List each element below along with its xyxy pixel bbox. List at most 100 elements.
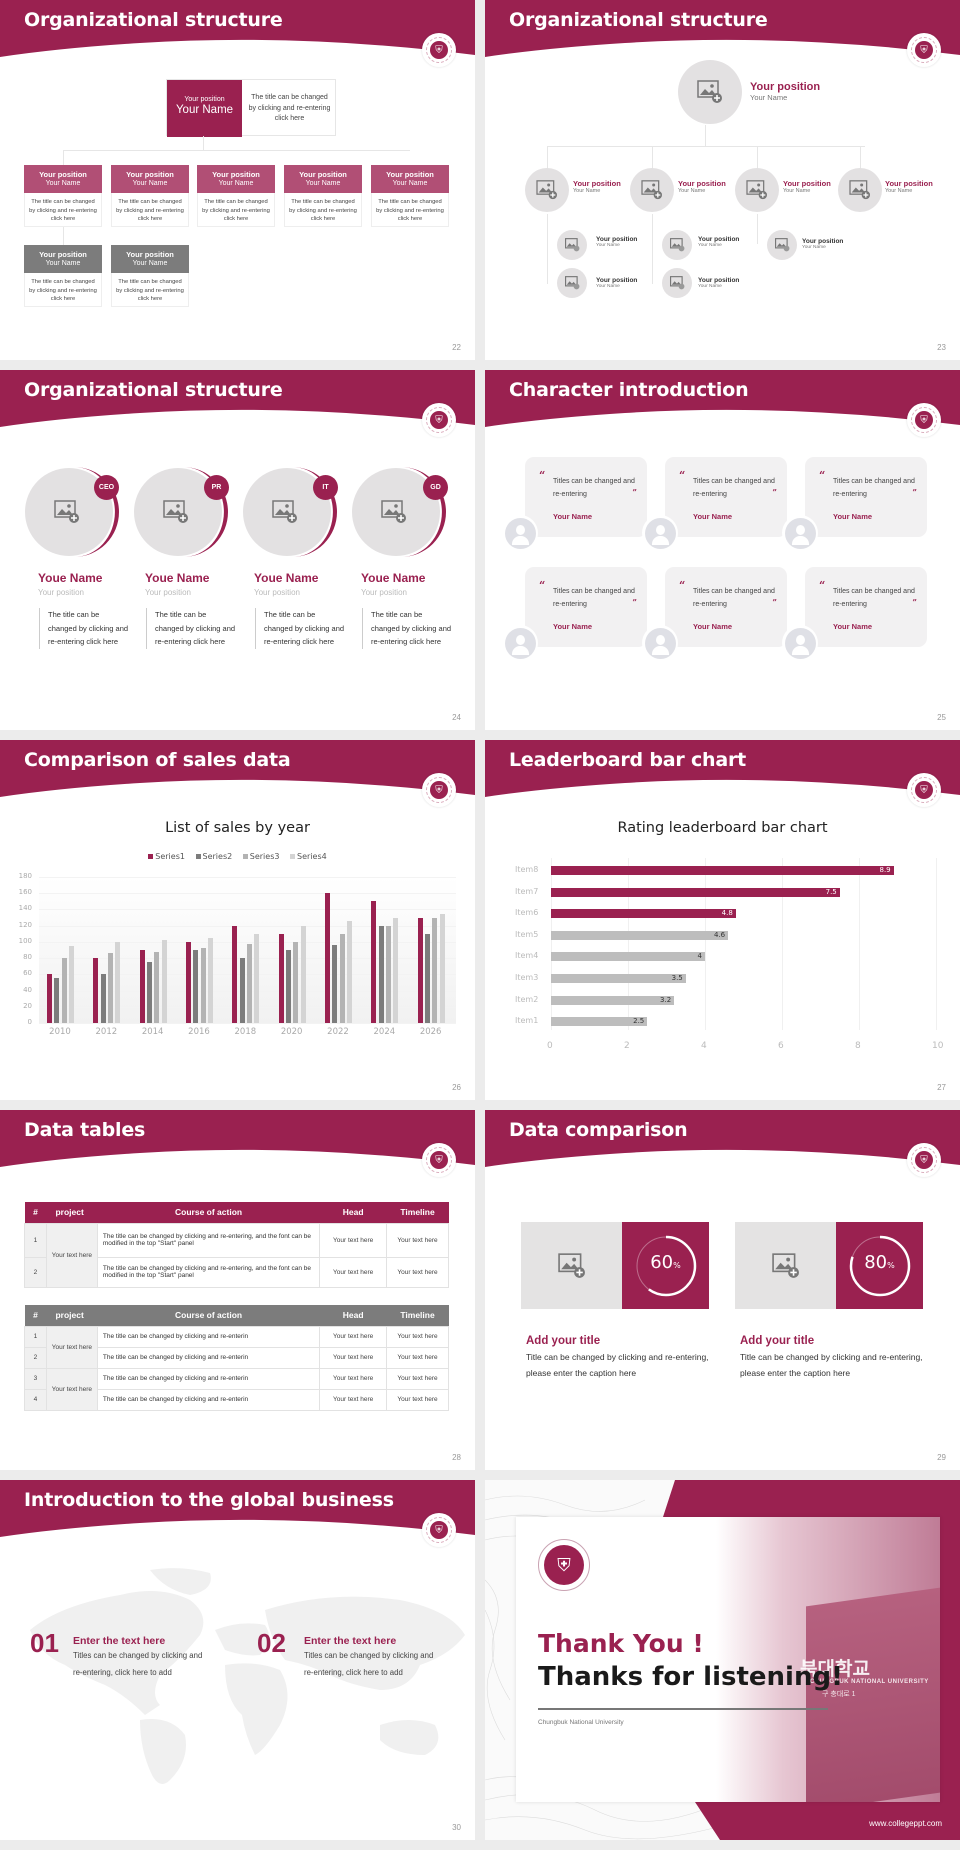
quote-card[interactable]: “ Titles can be changed and re-entering … xyxy=(665,567,787,647)
slide-header: Comparison of sales data xyxy=(0,740,475,798)
table-row[interactable]: 3 Your text here The title can be change… xyxy=(24,1367,449,1411)
table-row[interactable]: 1 Your text here The title can be change… xyxy=(24,1222,449,1288)
slide-22-org-chart-boxes[interactable]: Organizational structure ⛨ Your position… xyxy=(0,0,475,360)
page-number: 25 xyxy=(937,713,946,722)
photo-placeholder-icon[interactable] xyxy=(662,268,692,298)
photo-placeholder-icon[interactable] xyxy=(767,230,797,260)
thank-you-heading: Thank You ! xyxy=(538,1629,704,1658)
slide-28-data-tables[interactable]: Data tables ⛨ # project Course of action… xyxy=(0,1110,475,1470)
chart-bar xyxy=(278,933,284,1023)
chart-bar xyxy=(254,933,260,1023)
role-badge: CEO xyxy=(94,475,119,500)
org-card[interactable]: Your position Your Name The title can be … xyxy=(197,165,275,227)
photo-placeholder-icon[interactable] xyxy=(525,168,569,212)
x-tick-label: 2016 xyxy=(188,1027,210,1037)
top-position: Your position xyxy=(184,96,225,103)
y-tick-label: 40 xyxy=(23,985,32,994)
close-quote-icon: ” xyxy=(632,487,637,497)
profile-photo-placeholder[interactable] xyxy=(351,466,447,558)
open-quote-icon: “ xyxy=(679,469,686,482)
org-card[interactable]: Your position Your Name The title can be … xyxy=(24,165,102,227)
thanks-for-listening-heading: Thanks for listening! xyxy=(538,1662,843,1692)
chart-title: Rating leaderboard bar chart xyxy=(617,820,828,836)
slide-27-leaderboard-chart[interactable]: Leaderboard bar chart ⛨ Rating leaderboa… xyxy=(485,740,960,1100)
open-quote-icon: “ xyxy=(819,469,826,482)
slide-25-character-introduction[interactable]: Character introduction ⛨ “ Titles can be… xyxy=(485,370,960,730)
y-tick-label: 140 xyxy=(18,904,32,913)
data-table-2[interactable]: # project Course of action Head Timeline… xyxy=(24,1305,449,1411)
table-row[interactable]: 2 The title can be changed by clicking a… xyxy=(24,1256,449,1288)
x-tick-label: 10 xyxy=(932,1041,944,1051)
photo-placeholder-icon[interactable] xyxy=(630,168,674,212)
divider xyxy=(538,1708,828,1710)
quote-card[interactable]: “ Titles can be changed and re-entering … xyxy=(805,567,927,647)
slide-title: Organizational structure xyxy=(24,9,283,31)
photo-placeholder-icon[interactable] xyxy=(557,230,587,260)
top-label: Your position Your Name xyxy=(750,81,821,102)
org-card[interactable]: Your position Your Name The title can be … xyxy=(284,165,362,227)
slide-23-org-chart-circles[interactable]: Organizational structure ⛨ Your position… xyxy=(485,0,960,360)
slide-26-sales-comparison[interactable]: Comparison of sales data ⛨ List of sales… xyxy=(0,740,475,1100)
photo-placeholder-icon[interactable] xyxy=(557,268,587,298)
y-category-label: Item6 xyxy=(515,908,539,918)
profile-photo-placeholder[interactable] xyxy=(242,466,338,558)
chart-bar xyxy=(207,937,213,1023)
item-number: 01 xyxy=(30,1628,59,1658)
slide-30-global-business[interactable]: Introduction to the global business ⛨ 01… xyxy=(0,1480,475,1840)
y-category-label: Item8 xyxy=(515,865,539,874)
quote-card[interactable]: “ Titles can be changed and re-entering … xyxy=(805,457,927,537)
org-card[interactable]: Your position Your Name The title can be … xyxy=(111,165,189,227)
close-quote-icon: ” xyxy=(772,487,777,497)
chart-plot-area xyxy=(39,877,456,1024)
chart-bar xyxy=(285,950,291,1023)
photo-placeholder-icon[interactable] xyxy=(735,1222,836,1309)
slide-title: Introduction to the global business xyxy=(24,1489,394,1511)
org-card-sub[interactable]: Your position Your Name The title can be … xyxy=(24,245,102,307)
chart-bar xyxy=(232,925,238,1023)
leaderboard-bar: 4.8 xyxy=(551,909,736,919)
leaderboard-bar: 4.6 xyxy=(551,930,729,940)
leaderboard-bar: 7.5 xyxy=(551,887,840,897)
org-card-sub[interactable]: Your position Your Name The title can be … xyxy=(111,245,189,307)
photo-placeholder-icon[interactable] xyxy=(662,230,692,260)
x-tick-label: 2026 xyxy=(419,1027,442,1037)
page-number: 27 xyxy=(937,1083,946,1092)
photo-placeholder-icon[interactable] xyxy=(735,168,779,212)
photo-placeholder-icon[interactable] xyxy=(521,1222,622,1309)
org-top-box[interactable]: Your position Your Name The title can be… xyxy=(166,79,336,137)
profile-photo-placeholder[interactable] xyxy=(133,466,229,558)
chart-bar xyxy=(186,941,191,1023)
photo-placeholder-icon[interactable] xyxy=(678,60,742,124)
quote-card[interactable]: “ Titles can be changed and re-entering … xyxy=(665,457,787,537)
open-quote-icon: “ xyxy=(679,579,686,592)
leaderboard-bar: 8.9 xyxy=(551,866,894,875)
chart-bar xyxy=(100,974,106,1023)
org-card[interactable]: Your position Your Name The title can be … xyxy=(371,165,449,227)
y-category-label: Item3 xyxy=(515,973,539,982)
chart-bar xyxy=(107,953,113,1023)
page-number: 26 xyxy=(452,1083,461,1092)
horizontal-bar-chart: 0 2 4 6 8 10 Item8 8.9 Item7 7.5 Item6 4.8 Item5 4.6 I… xyxy=(485,740,960,1100)
data-table-1[interactable]: # project Course of action Head Timeline… xyxy=(24,1202,449,1288)
slide-31-thank-you[interactable]: 북대학교 CHUNGBUK NATIONAL UNIVERSITY 구 충대로 … xyxy=(485,1480,960,1840)
slide-header: Data tables xyxy=(0,1110,475,1168)
website-link[interactable]: www.collegeppt.com xyxy=(869,1819,942,1828)
slide-title: Comparison of sales data xyxy=(24,749,291,771)
close-quote-icon: ” xyxy=(772,597,777,607)
slide-29-data-comparison[interactable]: Data comparison ⛨ 60% Add your title Tit… xyxy=(485,1110,960,1470)
avatar-icon xyxy=(502,625,538,661)
avatar-icon xyxy=(502,515,538,551)
chart-bar xyxy=(47,974,52,1023)
slide-24-team-profiles[interactable]: Organizational structure ⛨ CEO Youe Name… xyxy=(0,370,475,730)
photo-placeholder-icon[interactable] xyxy=(838,168,882,212)
top-name: Your Name xyxy=(175,104,234,116)
table-row[interactable]: 1 Your text here The title can be change… xyxy=(24,1325,449,1369)
table-row[interactable]: 4 The title can be changed by clicking a… xyxy=(24,1388,449,1411)
page-number: 23 xyxy=(937,343,946,352)
profile-photo-placeholder[interactable] xyxy=(24,466,120,558)
quote-card[interactable]: “ Titles can be changed and re-entering … xyxy=(525,567,647,647)
leaderboard-bar: 3.2 xyxy=(551,995,675,1005)
quote-card[interactable]: “ Titles can be changed and re-entering … xyxy=(525,457,647,537)
chart-bar xyxy=(424,933,430,1023)
